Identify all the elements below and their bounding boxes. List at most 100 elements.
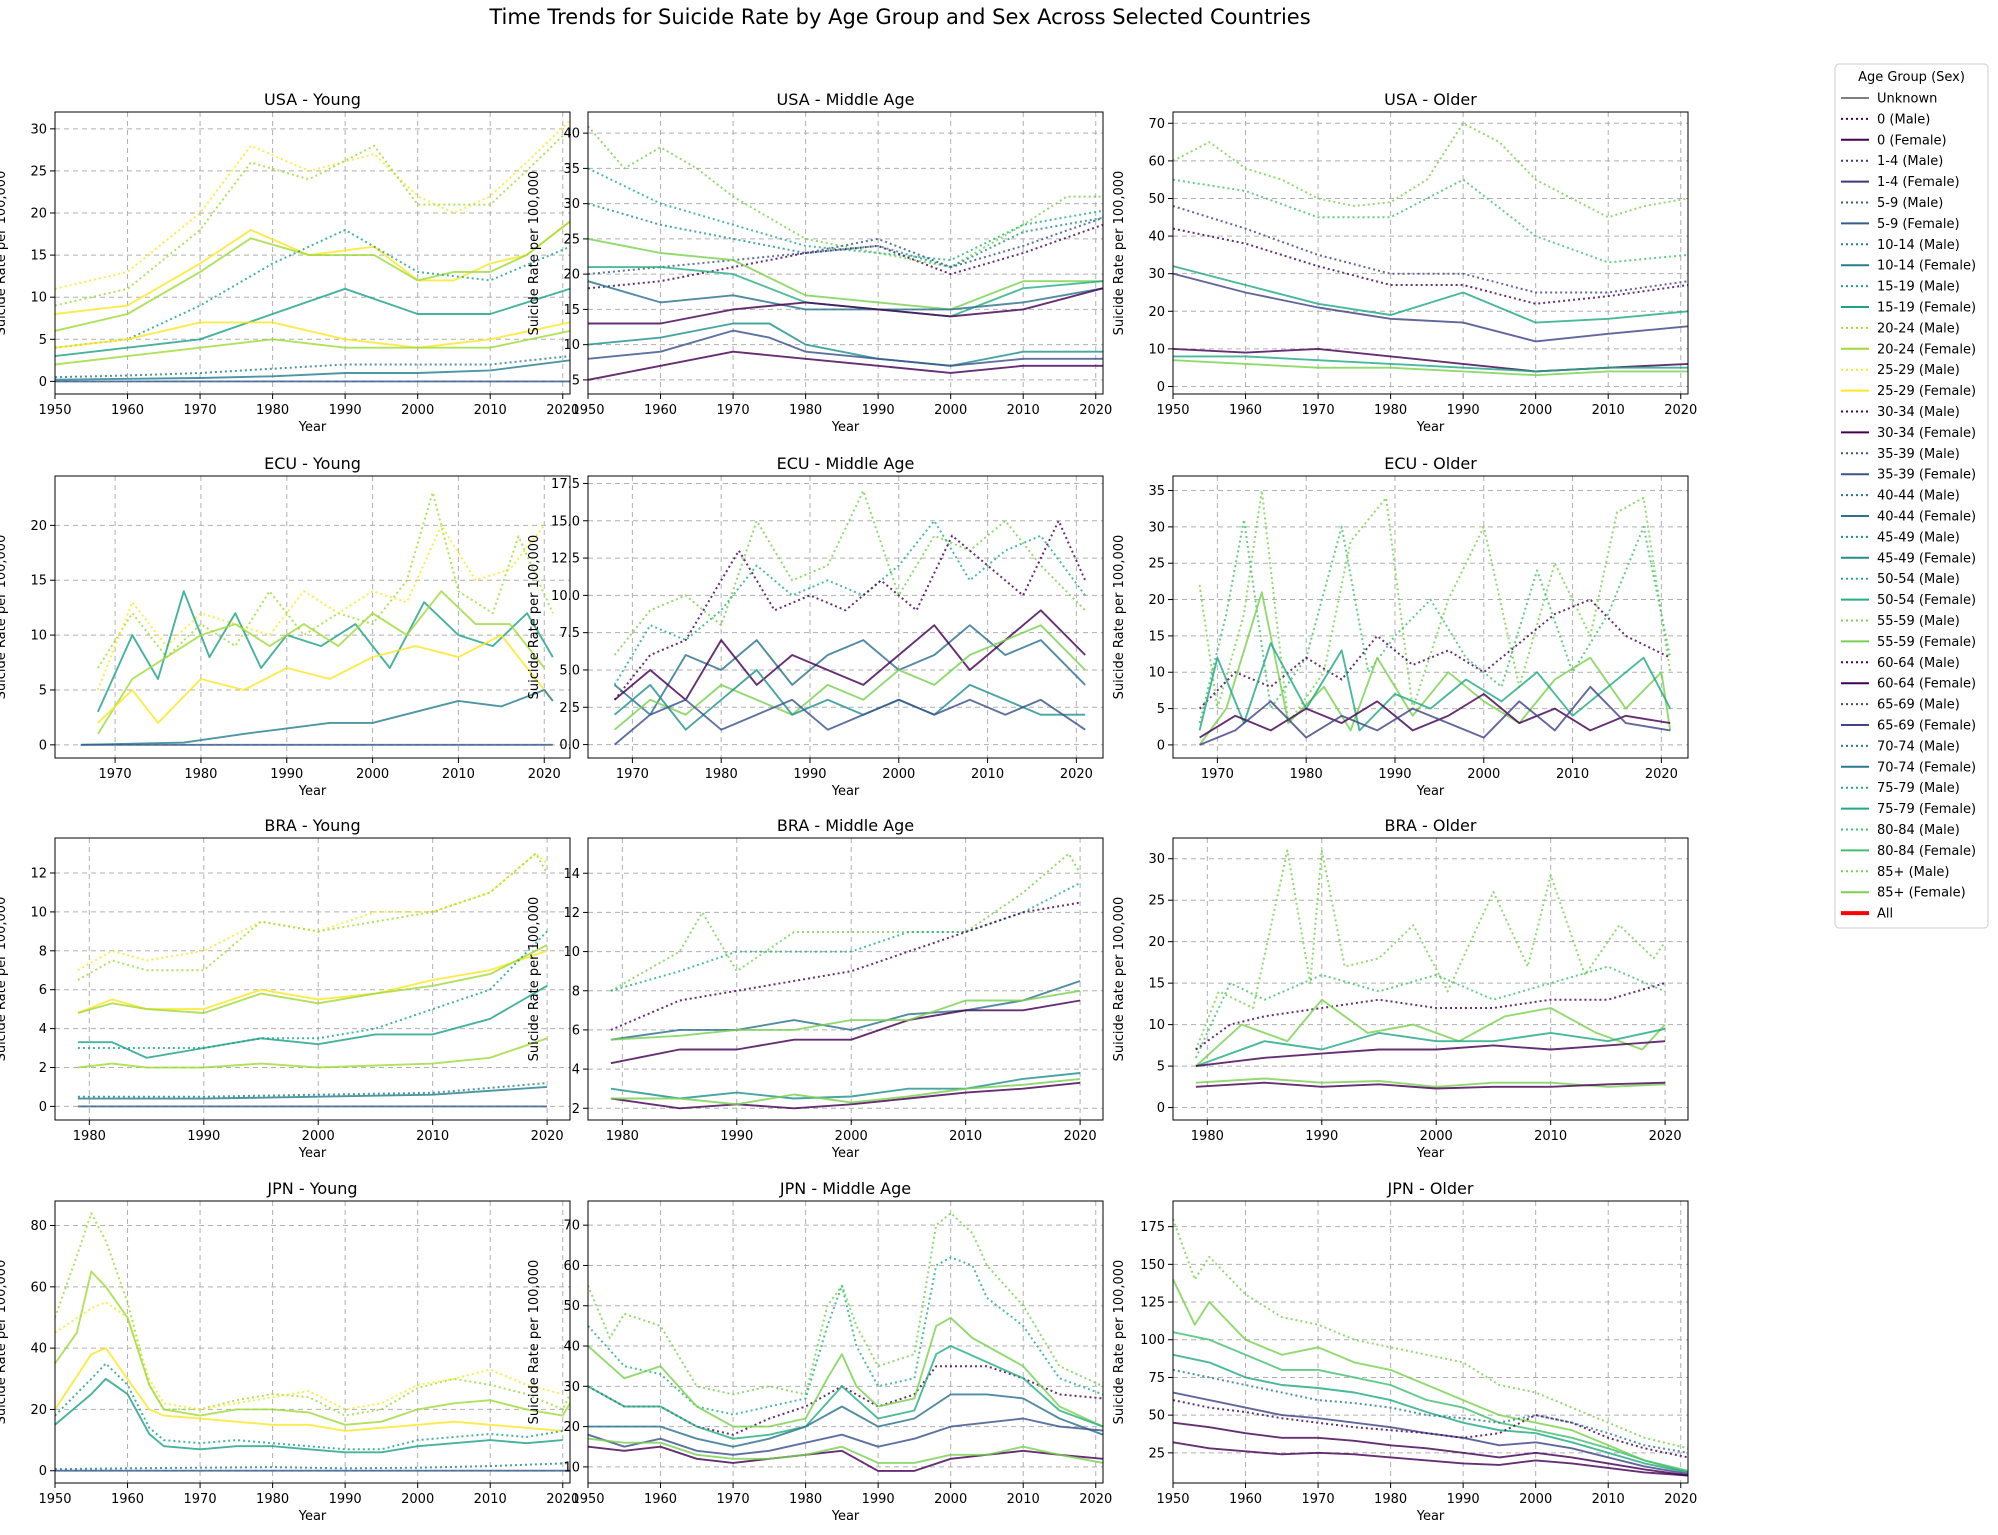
y-tick-label: 50 (563, 1299, 580, 1314)
series-line (55, 1212, 570, 1417)
x-tick-label: 1990 (1447, 1492, 1480, 1507)
x-axis-label: Year (298, 420, 327, 435)
y-tick-label: 10 (563, 1460, 580, 1475)
x-tick-label: 1990 (1447, 403, 1480, 418)
y-axis-label: Suicide Rate per 100,000 (1112, 897, 1127, 1062)
x-tick-label: 1950 (38, 1492, 71, 1507)
legend-entry-label: 80-84 (Female) (1877, 844, 1976, 859)
plot-frame (54, 475, 571, 759)
x-axis-label: Year (1416, 1146, 1445, 1161)
legend-entry-label: 60-64 (Female) (1877, 677, 1976, 692)
series-line (55, 1462, 570, 1471)
legend-entry-label: 25-29 (Female) (1877, 384, 1976, 399)
x-axis-label: Year (831, 1509, 860, 1524)
legend-entry-label: 15-19 (Female) (1877, 301, 1976, 316)
x-tick-label: 2000 (1519, 1492, 1552, 1507)
subplot-title: BRA - Young (264, 816, 360, 835)
x-tick-label: 2010 (1592, 1492, 1625, 1507)
y-tick-label: 20 (563, 268, 580, 283)
subplot-1: 1950 1960 1970 1980 1990 2000 2010 202005101520… (0, 90, 579, 435)
x-tick-label: 1950 (571, 403, 604, 418)
x-tick-label: 2020 (546, 403, 579, 418)
y-tick-label: 25 (1148, 1446, 1165, 1461)
x-tick-label: 1970 (99, 767, 132, 782)
x-tick-label: 2020 (1664, 1492, 1697, 1507)
y-tick-label: 75 (1148, 1371, 1165, 1386)
y-tick-label: 40 (30, 1342, 47, 1357)
y-tick-label: 25 (30, 164, 47, 179)
plot-frame (1172, 475, 1689, 759)
series-line (588, 1256, 1103, 1416)
x-tick-label: 1950 (1156, 403, 1189, 418)
legend-entry-label: 5-9 (Male) (1877, 196, 1943, 211)
series-group (1173, 122, 1688, 377)
legend-entry-label: Unknown (1877, 92, 1937, 107)
x-tick-label: 2020 (1664, 403, 1697, 418)
series-line (1173, 355, 1688, 373)
x-tick-label: 2000 (356, 767, 389, 782)
subplot-9: 1980 1990 2000 2010 2020 0 5 10 15 20 25 30 BRA - Ol… (1112, 816, 1689, 1161)
y-tick-label: 25 (563, 232, 580, 247)
y-tick-label: 50 (1148, 1409, 1165, 1424)
y-tick-label: 4 (572, 1063, 580, 1078)
series-line (613, 698, 1086, 746)
y-tick-label: 15 (30, 249, 47, 264)
x-axis-label: Year (1416, 784, 1445, 799)
legend-entry-label: 65-69 (Female) (1877, 719, 1976, 734)
y-tick-label: 0 (39, 738, 47, 753)
legend-entry-label: 1-4 (Female) (1877, 175, 1960, 190)
plot-frame (587, 1200, 1104, 1484)
legend-entry-label: 10-14 (Female) (1877, 259, 1976, 274)
legend-entry-label: 0 (Female) (1877, 133, 1947, 148)
y-tick-label: 25 (1148, 557, 1165, 572)
x-axis-label: Year (1416, 420, 1445, 435)
y-tick-label: 25 (1148, 894, 1165, 909)
series-line (77, 949, 548, 1014)
series-line (610, 901, 1081, 1031)
series-line (610, 1072, 1081, 1100)
y-tick-label: 2 (572, 1102, 580, 1117)
y-tick-label: 5 (1157, 1060, 1165, 1075)
x-tick-label: 2000 (401, 403, 434, 418)
legend-entry-label: 55-59 (Male) (1877, 614, 1960, 629)
series-line (1195, 1040, 1666, 1068)
series-line (97, 634, 554, 724)
y-tick-label: 70 (563, 1219, 580, 1234)
series-line (1195, 1027, 1666, 1067)
subplot-4: 1970 1980 1990 2000 2010 2020 0 5 10 15 20 ECU - Yo… (0, 454, 571, 799)
y-tick-label: 12.5 (551, 552, 580, 567)
y-tick-label: 10 (1148, 1018, 1165, 1033)
x-tick-label: 1990 (793, 767, 826, 782)
y-tick-label: 5.0 (559, 663, 580, 678)
y-tick-label: 50 (1148, 192, 1165, 207)
subplot-grid: 1950 1960 1970 1980 1990 2000 2010 202005101520… (0, 90, 1697, 1524)
series-line (1173, 1353, 1688, 1474)
y-axis-label: Suicide Rate per 100,000 (0, 535, 9, 700)
subplot-title: ECU - Older (1384, 454, 1477, 473)
y-axis-label: Suicide Rate per 100,000 (0, 1260, 9, 1425)
x-tick-label: 1980 (256, 403, 289, 418)
series-line (1173, 1278, 1688, 1474)
series-line (1173, 359, 1688, 377)
series-group (588, 1212, 1103, 1472)
series-line (588, 322, 1103, 367)
subplot-title: JPN - Older (1387, 1179, 1474, 1198)
x-tick-label: 1970 (1302, 403, 1335, 418)
y-tick-label: 10 (563, 945, 580, 960)
subplot-8: 1980 1990 2000 2010 2020 2 4 6 8 10 12 14 BRA - Midd… (527, 816, 1104, 1161)
subplot-11: 1950 1960 1970 1980 1990 2000 2010 2020 10 20 30 40… (527, 1179, 1112, 1524)
series-group (588, 125, 1103, 381)
x-tick-label: 2010 (1534, 1129, 1567, 1144)
series-line (588, 216, 1103, 276)
legend-entry-label: 30-34 (Male) (1877, 405, 1960, 420)
legend-entry-label: 35-39 (Male) (1877, 447, 1960, 462)
series-line (613, 519, 1087, 686)
y-tick-label: 10 (30, 905, 47, 920)
subplot-title: USA - Middle Age (777, 90, 915, 109)
series-line (588, 202, 1103, 269)
series-line (97, 590, 554, 713)
y-tick-label: 5 (39, 683, 47, 698)
x-tick-label: 1960 (644, 403, 677, 418)
series-group (1194, 849, 1666, 1090)
